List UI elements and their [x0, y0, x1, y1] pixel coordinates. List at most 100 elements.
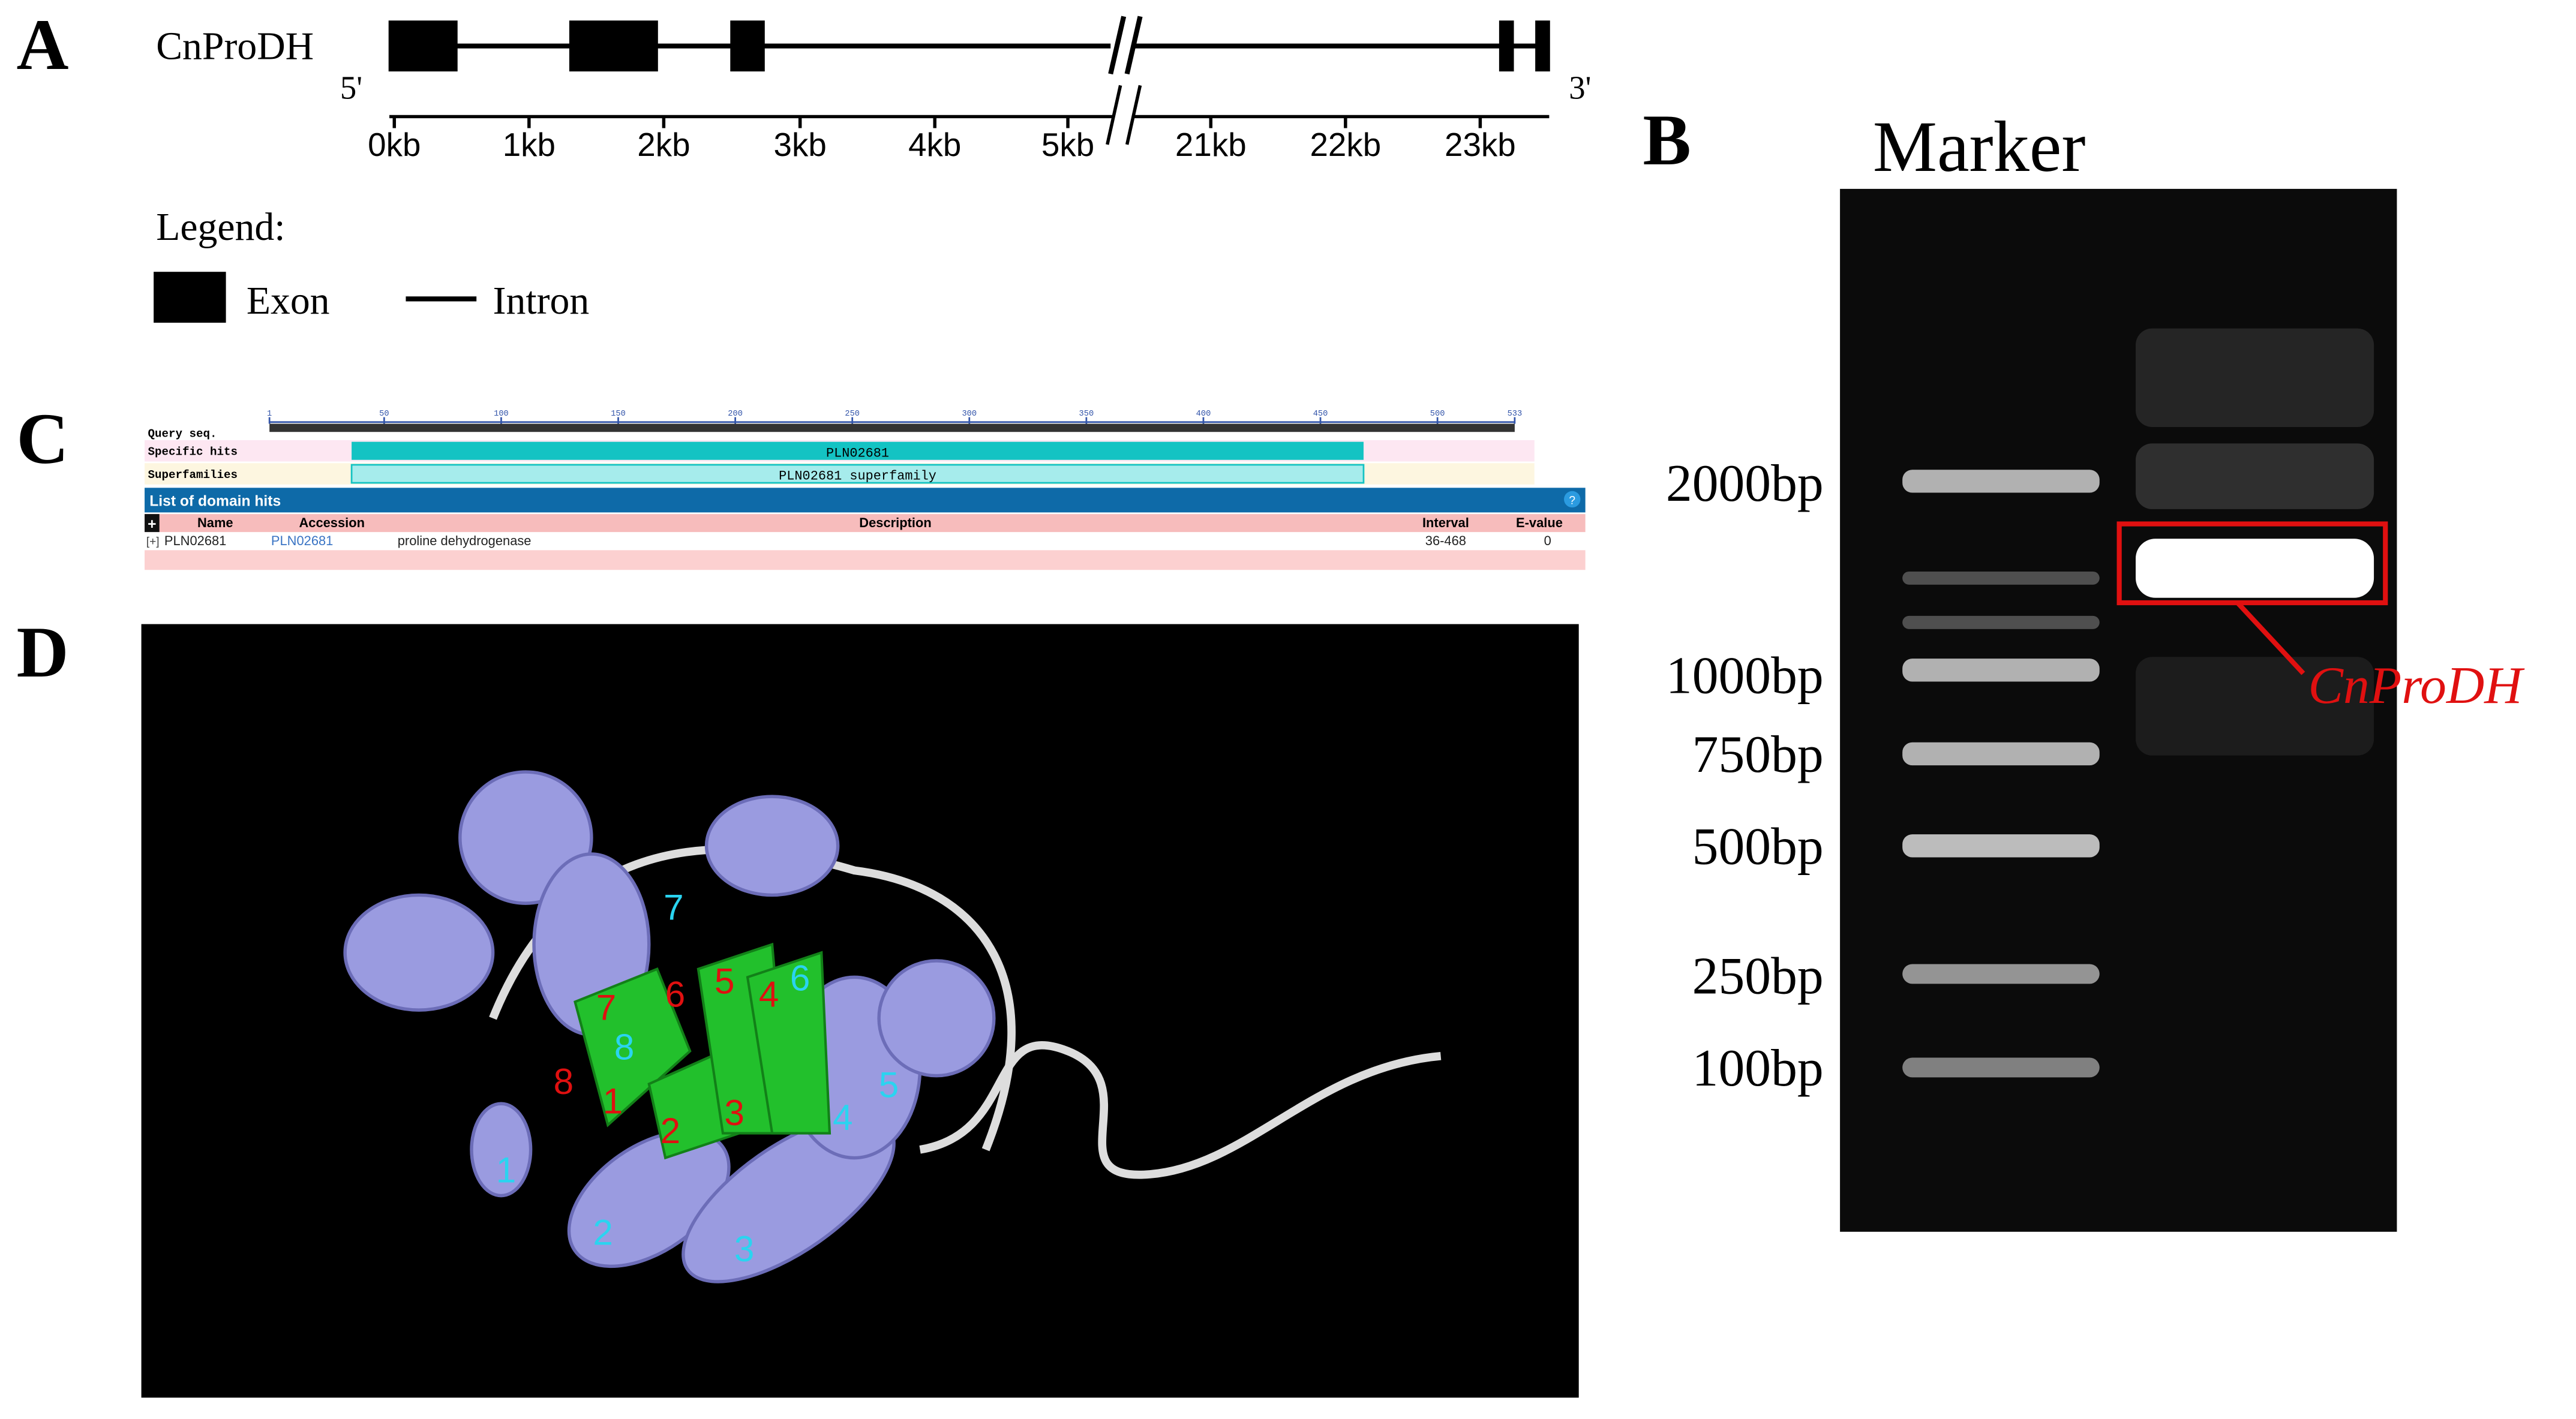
ruler-label: 100	[494, 410, 509, 419]
helix	[704, 795, 840, 897]
table-footer	[145, 550, 1586, 570]
break-mark	[1106, 85, 1122, 145]
column-header: Accession	[299, 515, 365, 530]
ruler-label: 300	[962, 410, 977, 419]
strand-label: 2	[660, 1110, 681, 1151]
scale-label: 2kb	[637, 126, 690, 163]
helix-label: 4	[833, 1097, 853, 1138]
table-cell: PLN02681	[164, 533, 226, 548]
legend-exon-swatch	[154, 272, 226, 323]
band-highlight	[2116, 521, 2388, 606]
superfamily-hit: PLN02681 superfamily	[779, 469, 936, 484]
helix	[343, 893, 495, 1012]
ruler-label: 500	[1430, 410, 1445, 419]
break-mark	[1125, 85, 1142, 145]
ruler-label: 400	[1196, 410, 1211, 419]
ladder-label: 1000bp	[1666, 647, 1824, 705]
specific-hit: PLN02681	[826, 446, 889, 461]
panel-label: A	[16, 5, 68, 85]
ruler-label: 1	[267, 410, 272, 419]
scale-label: 1kb	[503, 126, 556, 163]
ladder-label: 2000bp	[1666, 454, 1824, 512]
ruler-label: 533	[1508, 410, 1523, 419]
sample-band	[2136, 539, 2374, 598]
ladder-band	[1902, 964, 2100, 984]
ladder-band	[1902, 834, 2100, 858]
panel-label: C	[16, 399, 68, 479]
ruler-label: 50	[379, 410, 389, 419]
ladder-band	[1902, 1057, 2100, 1078]
scale-label: 23kb	[1445, 126, 1516, 163]
specific-hit-bar	[352, 441, 1364, 460]
scale-label: 5kb	[1041, 126, 1094, 163]
query-label: Query seq.	[148, 427, 217, 440]
ladder-bands	[1902, 328, 2374, 1078]
legend-intron: Intron	[493, 279, 590, 323]
ladder-label: 250bp	[1692, 947, 1824, 1005]
three-prime: 3'	[1569, 69, 1591, 106]
strand-label: 6	[665, 974, 686, 1015]
ruler-label: 250	[845, 410, 860, 419]
panel-label: D	[16, 613, 68, 693]
column-header: Description	[859, 515, 931, 530]
table-title: List of domain hits	[149, 493, 281, 509]
legend-title: Legend:	[156, 205, 285, 249]
helix	[877, 959, 996, 1078]
loop	[919, 1041, 1442, 1179]
smear	[2136, 443, 2374, 509]
smear	[2136, 328, 2374, 427]
ladder-band	[1902, 615, 2100, 629]
ladder-label: 100bp	[1692, 1039, 1824, 1097]
helix-label: 8	[614, 1026, 635, 1067]
ruler-label: 200	[728, 410, 743, 419]
ruler-label: 150	[611, 410, 626, 419]
five-prime: 5'	[340, 69, 362, 106]
helix-label: 5	[879, 1064, 899, 1105]
strand-label: 3	[724, 1092, 744, 1133]
help-text: ?	[1569, 495, 1575, 507]
helix-label: 6	[790, 957, 810, 998]
expand-link: [+]	[146, 536, 160, 548]
ladder-label: 750bp	[1692, 725, 1824, 783]
smear	[2136, 657, 2374, 756]
strand-label: 4	[759, 974, 779, 1015]
helix-label: 1	[496, 1150, 517, 1190]
scale-label: 22kb	[1310, 126, 1381, 163]
table-header	[145, 514, 1586, 533]
table-cell: PLN02681	[271, 533, 333, 548]
toggle-box[interactable]	[145, 514, 160, 533]
scale-label: 4kb	[908, 126, 961, 163]
help-icon[interactable]	[1564, 491, 1581, 508]
exon	[569, 20, 658, 72]
scale-label: 0kb	[368, 126, 421, 163]
table-cell: proline dehydrogenase	[398, 533, 532, 548]
column-header: Interval	[1422, 515, 1469, 530]
ladder-band	[1902, 659, 2100, 682]
table-row	[145, 532, 1586, 551]
superfamily-bar	[350, 464, 1365, 484]
ruler-label: 350	[1079, 410, 1094, 419]
break-mark	[1124, 16, 1143, 75]
table-title-bar	[145, 488, 1586, 513]
row-label: Superfamilies	[148, 468, 238, 482]
exon	[730, 20, 765, 72]
table-cell: 36-468	[1425, 533, 1466, 548]
gene-structure	[154, 16, 1550, 323]
ladder-band	[1902, 571, 2100, 585]
helix-label: 7	[663, 887, 684, 928]
toggle: +	[148, 516, 156, 533]
gene-name: CnProDH	[156, 25, 314, 68]
strand-label: 8	[554, 1061, 574, 1102]
exon	[388, 20, 458, 72]
lane-title: Marker	[1873, 107, 2086, 187]
query-bar	[269, 423, 1515, 432]
strand-label: 1	[603, 1081, 623, 1122]
strand-label: 7	[596, 987, 617, 1028]
strand-label: 5	[714, 961, 735, 1002]
band-label: CnProDH	[2308, 656, 2526, 714]
helix	[470, 1102, 533, 1198]
row-label: Specific hits	[148, 446, 238, 459]
